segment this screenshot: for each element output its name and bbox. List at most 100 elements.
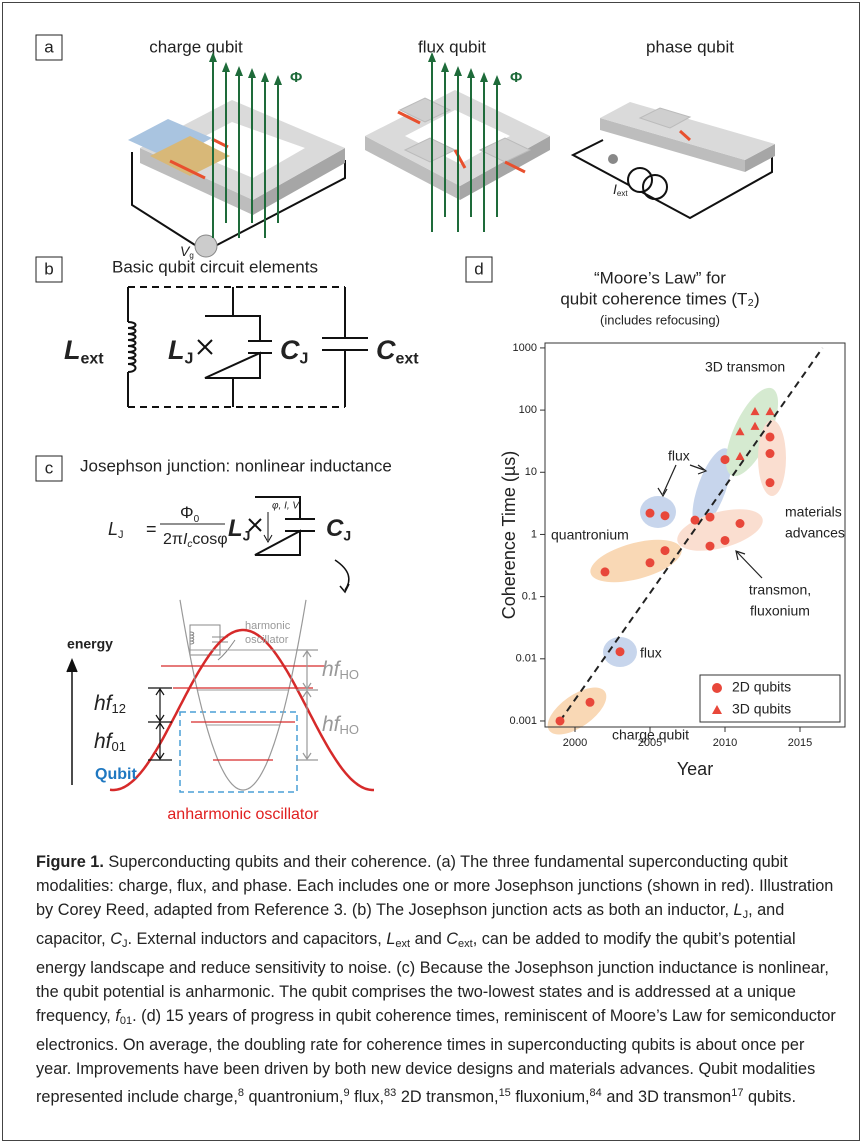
den-pre: 2π	[163, 531, 183, 548]
y-tick-label: 1	[531, 528, 537, 540]
caption-text: L	[734, 901, 743, 919]
anharmonic-potential	[110, 630, 374, 790]
circuit-element: Cext	[376, 335, 419, 368]
caption-text: C	[446, 930, 458, 948]
caption-text: 01	[120, 1015, 132, 1027]
circuit-element-sub: ext	[81, 351, 105, 368]
circuit-element-main: L	[168, 335, 185, 365]
flux-arrowhead	[467, 68, 475, 78]
potential-curves	[110, 600, 374, 790]
flux-arrowhead	[261, 72, 269, 82]
group-ellipses-part	[640, 496, 676, 528]
circuit-element-main: C	[280, 335, 300, 365]
formula-equals: =	[146, 519, 157, 539]
data-point	[556, 716, 565, 725]
chart-title: qubit coherence times (T₂)	[560, 289, 759, 308]
caption-label: Figure 1.	[36, 853, 104, 871]
reference: 17	[731, 1087, 743, 1099]
gate-voltage: Vg	[180, 243, 194, 260]
harmonic-icon	[190, 625, 235, 660]
y-tick-label: 0.001	[509, 715, 537, 727]
data-point	[616, 647, 625, 656]
y-tick-label: 10	[525, 466, 537, 478]
caption-text: and	[410, 930, 446, 948]
level-spacing-arrows-part	[148, 688, 172, 760]
energy-axis	[67, 660, 77, 785]
flux-arrowhead	[493, 75, 501, 85]
circuit-element-sub: ext	[396, 351, 420, 368]
annotation: charge qubit	[612, 727, 689, 743]
annotation: materials	[785, 504, 842, 520]
circuit-label: LJ	[228, 515, 250, 543]
annotation: flux	[640, 645, 662, 661]
flux-arrowhead	[274, 75, 282, 85]
figure-caption: Figure 1. Superconducting qubits and the…	[36, 850, 836, 1109]
y-tick-label: 1000	[513, 342, 537, 354]
y-tick-label: 100	[519, 404, 537, 416]
formula-lhs: LJ	[108, 519, 124, 541]
panel-label: b	[44, 259, 53, 278]
annotation: transmon,	[749, 582, 811, 598]
level-label: hf01	[94, 730, 126, 755]
qubit-label: Qubit	[95, 766, 137, 783]
qubit-subspace-box	[180, 712, 297, 792]
circuit-element-main: C	[376, 335, 396, 365]
bias-current-sub: ext	[617, 189, 628, 198]
formula-lhs-main: L	[108, 519, 118, 539]
x-tick-label: 2015	[788, 737, 812, 749]
flux-symbol: Φ	[510, 69, 522, 86]
reference: 84	[590, 1087, 602, 1099]
circuit-label: CJ	[326, 515, 351, 543]
coherence-chart: 0.0010.010.111010010002000200520102015Co…	[499, 342, 845, 779]
junction-circuit-part	[340, 584, 349, 592]
harmonic-label: oscillator	[245, 634, 289, 646]
level-label: hfHO	[322, 658, 359, 683]
x-tick-label: 2010	[713, 737, 737, 749]
panel-title: charge qubit	[149, 37, 243, 56]
junction-circuit-part	[285, 519, 315, 531]
circuit-label-sub: J	[343, 527, 351, 543]
circuit-label-main: C	[326, 515, 344, 542]
data-point	[691, 516, 700, 525]
data-point	[646, 558, 655, 567]
level-label-sub: HO	[340, 667, 360, 682]
circuit-element: Lext	[64, 335, 104, 368]
qubit-circuit-part	[248, 341, 272, 353]
qubit-circuit-part	[205, 287, 260, 407]
circuit-element: CJ	[280, 335, 308, 368]
legend-label: 3D qubits	[732, 701, 791, 717]
panel-title: flux qubit	[418, 37, 486, 56]
group-ellipses-part	[673, 501, 767, 559]
annotation: quantronium	[551, 527, 629, 543]
circuit-label-main: L	[228, 515, 243, 542]
level-label-sub: HO	[340, 722, 360, 737]
charge-qubit-illustration-part	[195, 235, 217, 257]
junction-circuit-part	[249, 519, 261, 531]
circuit-element-main: L	[64, 335, 81, 365]
qubit-circuit-part	[128, 322, 136, 372]
x-tick-label: 2000	[563, 737, 587, 749]
data-point	[721, 455, 730, 464]
circuit-label-sub: J	[243, 527, 251, 543]
group-ellipses-part	[540, 678, 614, 743]
annotation: advances	[785, 525, 845, 541]
level-label: hf12	[94, 692, 126, 717]
charge-qubit-illustration	[128, 100, 345, 257]
caption-text: C	[110, 930, 122, 948]
flux-arrowhead	[222, 62, 230, 72]
qubit-circuit-part	[128, 287, 345, 407]
annotation: fluxonium	[750, 603, 810, 619]
chart-title: “Moore’s Law” for	[594, 268, 726, 287]
caption-text: and 3D transmon	[602, 1088, 731, 1106]
data-point	[721, 536, 730, 545]
junction-variables: φ, I, V	[272, 501, 300, 512]
data-point	[706, 513, 715, 522]
data-point	[586, 698, 595, 707]
legend-label: 2D qubits	[732, 679, 791, 695]
phase-qubit-illustration	[573, 102, 775, 218]
annotation-arrows-part	[737, 552, 762, 578]
data-point	[766, 478, 775, 487]
data-point	[766, 449, 775, 458]
panel-label: a	[44, 37, 54, 56]
phase-qubit-illustration-part	[628, 168, 652, 192]
